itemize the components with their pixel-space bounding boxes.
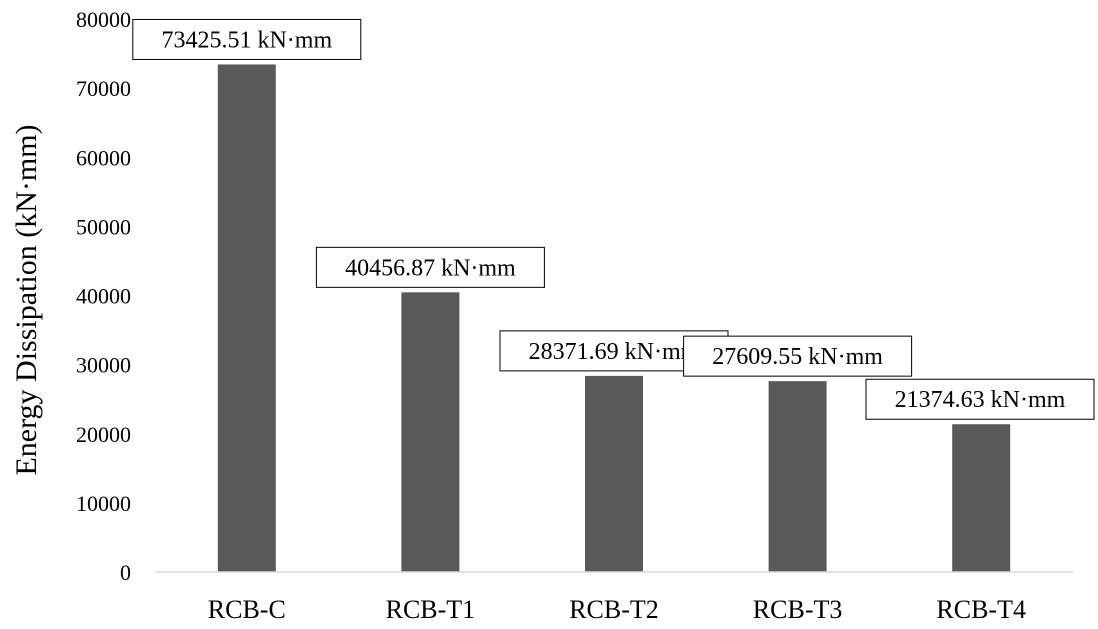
data-label-text: 40456.87 kN·mm	[345, 255, 516, 281]
y-tick-label: 50000	[76, 214, 131, 239]
data-label: 73425.51 kN·mm	[132, 18, 362, 60]
y-tick-label: 80000	[76, 7, 131, 32]
data-label-box	[865, 378, 1095, 420]
data-label-text: 21374.63 kN·mm	[895, 387, 1066, 413]
data-label: 21374.63 kN·mm	[865, 378, 1095, 420]
y-axis: 0 10000 20000 30000 40000 50000 60000 70000 8000…	[76, 7, 131, 585]
data-label-text: 73425.51 kN·mm	[161, 27, 332, 53]
bar	[585, 375, 643, 572]
y-tick-label: 30000	[76, 353, 131, 378]
y-tick-label: 10000	[76, 491, 131, 516]
data-labels: 73425.51 kN·mm 40456.87 kN·mm 28371.69 kN·…	[132, 18, 1095, 420]
x-tick-label: RCB-C	[208, 595, 286, 624]
data-label: 40456.87 kN·mm	[315, 246, 545, 288]
data-label-box	[315, 246, 545, 288]
data-label-box	[132, 18, 362, 60]
data-label-box	[683, 335, 913, 377]
x-tick-label: RCB-T3	[753, 595, 843, 624]
data-label-text: 27609.55 kN·mm	[712, 344, 883, 370]
y-axis-title: Energy Dissipation (kN·mm)	[10, 124, 43, 475]
bar	[217, 64, 276, 572]
y-tick-label: 20000	[76, 422, 131, 447]
y-tick-label: 40000	[76, 284, 131, 309]
bar-series	[217, 64, 1011, 572]
x-tick-label: RCB-T4	[936, 595, 1026, 624]
y-tick-label: 0	[120, 560, 131, 585]
data-label: 27609.55 kN·mm	[683, 335, 913, 377]
x-tick-label: RCB-T1	[386, 595, 476, 624]
x-axis: RCB-C RCB-T1 RCB-T2 RCB-T3 RCB-T4	[208, 595, 1026, 624]
bar	[768, 381, 827, 572]
data-label-text: 28371.69 kN·mm	[529, 339, 700, 365]
y-tick-label: 60000	[76, 145, 131, 170]
bar	[401, 292, 460, 572]
x-tick-label: RCB-T2	[569, 595, 659, 624]
y-tick-label: 70000	[76, 76, 131, 101]
bar	[952, 424, 1011, 572]
